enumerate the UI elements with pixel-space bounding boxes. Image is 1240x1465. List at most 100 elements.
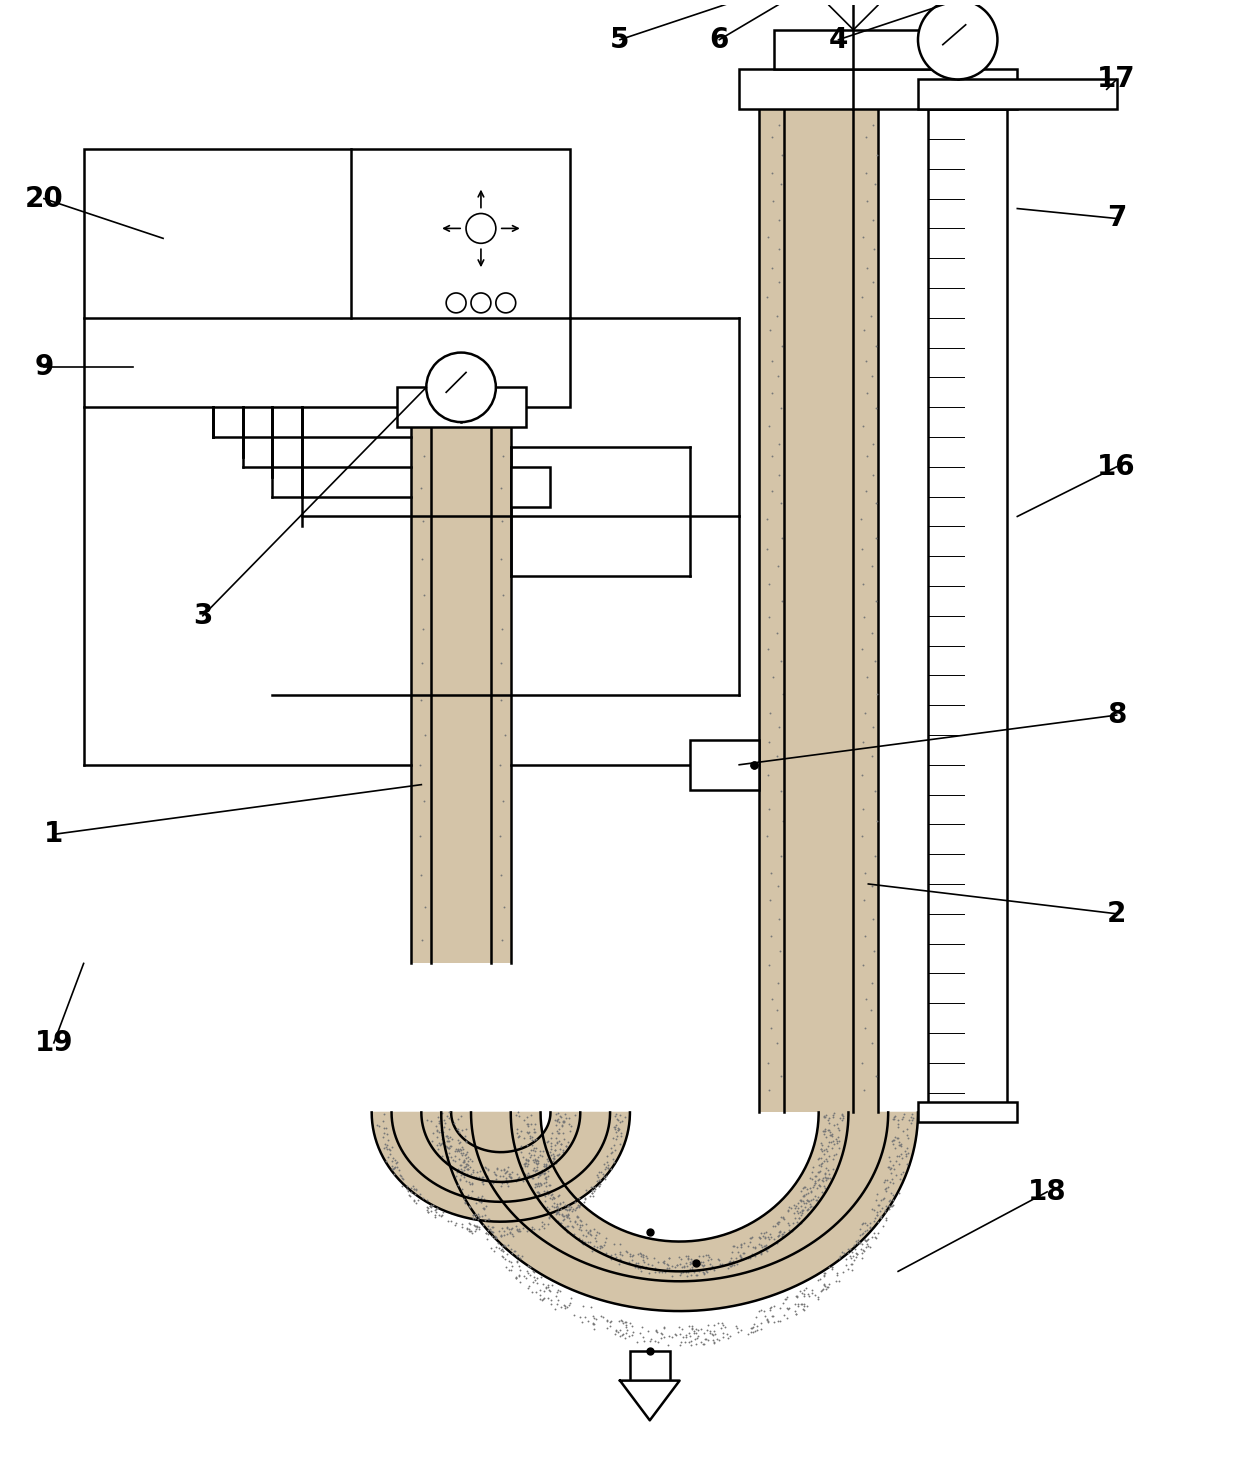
Point <box>693 1251 713 1275</box>
Point <box>645 1260 665 1283</box>
Point <box>605 1118 625 1141</box>
Point <box>605 1242 625 1266</box>
Point <box>883 1128 903 1151</box>
Polygon shape <box>620 1380 680 1421</box>
Point <box>583 1181 603 1204</box>
Point <box>541 1292 560 1316</box>
Point <box>768 744 787 768</box>
Point <box>792 1198 812 1222</box>
Point <box>444 1112 464 1135</box>
Point <box>502 1254 522 1277</box>
Point <box>518 1275 538 1298</box>
Point <box>518 1112 538 1135</box>
Point <box>585 1226 605 1250</box>
Point <box>622 1323 642 1346</box>
Point <box>866 779 885 803</box>
Point <box>569 1187 589 1210</box>
Point <box>770 237 790 261</box>
Point <box>527 1175 547 1198</box>
Point <box>405 1178 425 1201</box>
Point <box>570 1305 590 1329</box>
Point <box>756 1308 776 1332</box>
Point <box>642 1254 662 1277</box>
Point <box>812 1119 832 1143</box>
Point <box>810 1173 830 1197</box>
Point <box>384 1163 404 1187</box>
Point <box>816 1261 836 1285</box>
Point <box>777 1305 797 1329</box>
Point <box>534 1162 554 1185</box>
Point <box>469 1203 489 1226</box>
Point <box>420 1200 440 1223</box>
Point <box>615 1105 635 1128</box>
Point <box>482 1216 502 1239</box>
Point <box>742 1320 761 1343</box>
Point <box>857 987 877 1011</box>
Point <box>507 1250 527 1273</box>
Point <box>508 1264 528 1288</box>
Point <box>574 1191 594 1214</box>
Point <box>482 1220 502 1244</box>
Point <box>811 1154 831 1178</box>
Point <box>438 1210 458 1234</box>
Point <box>532 1162 552 1185</box>
Point <box>696 1258 715 1282</box>
Point <box>563 1198 583 1222</box>
Point <box>423 1193 443 1216</box>
Point <box>445 1144 465 1168</box>
Point <box>453 1137 472 1160</box>
Point <box>482 1220 502 1244</box>
Point <box>577 1217 596 1241</box>
Point <box>491 1173 511 1197</box>
Point <box>781 1219 801 1242</box>
Point <box>812 1151 832 1175</box>
Point <box>817 1276 837 1299</box>
Point <box>799 1197 818 1220</box>
Point <box>527 1149 547 1172</box>
Point <box>853 415 873 438</box>
Point <box>815 1119 835 1143</box>
Point <box>722 1254 742 1277</box>
Point <box>812 1169 832 1193</box>
Point <box>534 1154 554 1178</box>
Point <box>466 1160 486 1184</box>
Point <box>637 1318 657 1342</box>
Point <box>872 1197 892 1220</box>
Point <box>682 1250 702 1273</box>
Point <box>479 1219 498 1242</box>
Bar <box>918 79 1117 110</box>
Text: 2: 2 <box>1107 900 1126 927</box>
Point <box>484 1220 503 1244</box>
Point <box>862 999 882 1023</box>
Point <box>677 1323 697 1346</box>
Point <box>543 1147 563 1171</box>
Point <box>751 1242 771 1266</box>
Point <box>583 1178 603 1201</box>
Point <box>548 1203 568 1226</box>
Point <box>559 1194 579 1217</box>
Point <box>449 1131 469 1154</box>
Point <box>438 1135 458 1159</box>
Point <box>537 1276 557 1299</box>
Point <box>465 1219 485 1242</box>
Point <box>523 1138 543 1162</box>
Point <box>534 1160 554 1184</box>
Point <box>843 1234 863 1257</box>
Point <box>518 1122 538 1146</box>
Point <box>500 1165 520 1188</box>
Point <box>458 1184 477 1207</box>
Point <box>600 1311 620 1335</box>
Point <box>439 1100 459 1124</box>
Point <box>485 1225 505 1248</box>
Point <box>874 1171 894 1194</box>
Point <box>699 1321 719 1345</box>
Point <box>688 1258 708 1282</box>
Point <box>463 1203 482 1226</box>
Point <box>438 1146 458 1169</box>
Point <box>791 1194 811 1217</box>
Point <box>791 1188 811 1212</box>
Point <box>681 1257 701 1280</box>
Point <box>434 1115 454 1138</box>
Point <box>536 1190 556 1213</box>
Point <box>773 1222 792 1245</box>
